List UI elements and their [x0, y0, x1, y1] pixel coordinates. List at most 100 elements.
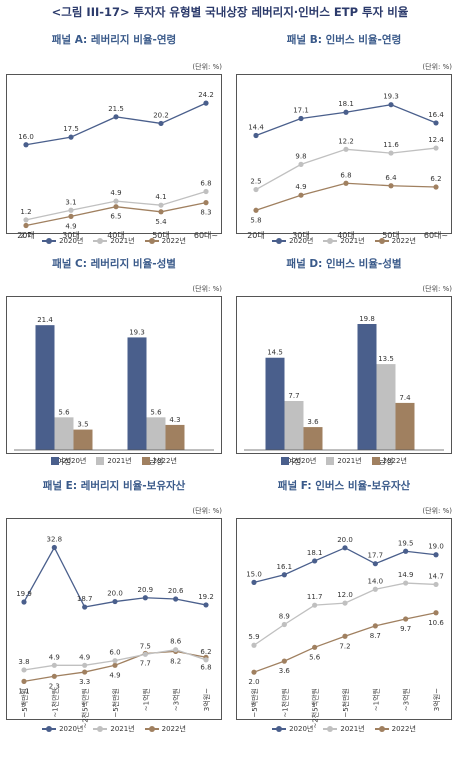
- data-point: [82, 669, 88, 675]
- legend-item: 2022년: [374, 236, 416, 246]
- data-point: [82, 662, 88, 668]
- data-point: [342, 545, 348, 551]
- legend-item: 2021년: [326, 456, 362, 466]
- category-label: 20대: [247, 231, 265, 240]
- legend-swatch: [326, 457, 335, 465]
- data-point: [253, 132, 259, 139]
- figure-title: <그림 III-17> 투자자 유형별 국내상장 레버리지·인버스 ETP 투자…: [51, 5, 409, 19]
- category-label: 20대: [17, 231, 35, 240]
- data-label: 13.5: [378, 355, 394, 363]
- category-label: ~1천만원: [50, 688, 59, 718]
- panel-d-unit: (단위: %): [422, 285, 452, 293]
- legend-label: 2022년: [391, 725, 416, 733]
- data-point: [21, 667, 27, 673]
- legend-swatch: [272, 726, 287, 732]
- data-point: [203, 100, 209, 106]
- legend-swatch: [144, 726, 159, 732]
- data-label: 12.0: [337, 591, 353, 599]
- panel-a-legend: 2020년 2021년 2022년: [2, 236, 226, 246]
- category-label: 40대: [337, 231, 355, 240]
- data-point: [112, 598, 118, 605]
- data-label: 16.1: [277, 563, 293, 571]
- data-point: [388, 102, 394, 108]
- legend-label: 2021년: [110, 237, 135, 245]
- panel-b-title: 패널 B: 인버스 비율-연령: [286, 34, 402, 46]
- data-label: 6.8: [200, 179, 211, 187]
- data-label: 32.8: [47, 536, 63, 544]
- data-label: 2.5: [250, 178, 261, 186]
- data-label: 2.0: [248, 678, 259, 686]
- data-point: [312, 644, 318, 650]
- panel-d-plot: 14.5 7.7 3.6 여성 19.8 13.5 7.4 남성: [244, 315, 444, 466]
- category-label: ~2천5백만원: [311, 688, 320, 729]
- data-point: [343, 180, 349, 186]
- panel-b-legend: 2020년 2021년 2022년: [232, 236, 456, 246]
- panel-e-frame: [6, 518, 222, 720]
- data-label: 3.8: [18, 658, 29, 666]
- data-point: [113, 114, 119, 120]
- data-point: [113, 198, 119, 204]
- data-point: [23, 217, 29, 223]
- data-point: [281, 621, 287, 628]
- legend-swatch: [323, 238, 338, 244]
- category-label: ~3억원: [402, 688, 411, 711]
- bar: [357, 324, 377, 450]
- legend-label: 2020년: [62, 457, 87, 465]
- data-label: 5.9: [248, 633, 259, 641]
- legend-item: 2022년: [141, 456, 177, 466]
- bar: [395, 402, 415, 450]
- data-label: 21.5: [108, 105, 124, 113]
- data-point: [113, 204, 119, 210]
- legend-label: 2022년: [152, 457, 177, 465]
- data-point: [253, 186, 259, 193]
- legend-item: 2020년: [42, 724, 83, 734]
- data-point: [23, 142, 29, 148]
- data-label: 1.1: [18, 687, 29, 695]
- legend-swatch: [93, 238, 108, 244]
- data-point: [142, 651, 148, 657]
- legend-label: 2020년: [59, 725, 84, 733]
- legend-item: 2022년: [144, 236, 186, 246]
- panel-e: 패널 E: 레버리지 비율-보유자산 (단위: %) ~5백만원 ~1천만원 ~2천…: [2, 478, 226, 740]
- data-point: [433, 552, 439, 558]
- panel-f: 패널 F: 인버스 비율-보유자산 (단위: %) ~5백만원 ~1천만원 ~2천5…: [232, 478, 456, 740]
- data-point: [203, 200, 209, 206]
- data-label: 4.9: [65, 222, 76, 230]
- data-point: [433, 120, 439, 126]
- legend-swatch: [281, 457, 290, 465]
- data-point: [51, 673, 57, 679]
- data-point: [298, 192, 304, 198]
- data-label: 14.9: [398, 571, 414, 579]
- data-label: 14.5: [267, 349, 283, 357]
- data-label: 15.0: [246, 570, 262, 578]
- data-point: [281, 658, 287, 664]
- data-label: 5.8: [250, 216, 261, 224]
- data-label: 6.0: [109, 649, 120, 657]
- data-label: 6.2: [430, 175, 441, 183]
- panel-d-title: 패널 D: 인버스 비율-성별: [286, 258, 402, 270]
- legend-label: 2021년: [107, 457, 132, 465]
- legend-label: 2020년: [289, 237, 314, 245]
- legend-item: 2021년: [96, 456, 132, 466]
- data-label: 20.6: [168, 587, 184, 595]
- data-point: [68, 207, 74, 213]
- panel-f-legend: 2020년 2021년 2022년: [232, 724, 456, 734]
- data-point: [158, 120, 164, 127]
- bar: [265, 357, 285, 450]
- category-label: 30대: [62, 231, 80, 240]
- data-point: [173, 647, 179, 653]
- category-label: 남성: [149, 457, 164, 466]
- data-label: 14.4: [248, 123, 264, 131]
- data-label: 8.2: [170, 657, 181, 665]
- data-point: [342, 600, 348, 606]
- panel-e-plot: ~5백만원 ~1천만원 ~2천5백만원 ~5천만원 ~1억원 ~3억원 3억원~ 19.9 32…: [16, 536, 214, 729]
- panel-b-plot: 20대 30대 40대 50대 60대~ 14.4 17.1 18.1 19.3 16.4 2.5 9…: [247, 93, 448, 240]
- data-label: 5.6: [150, 408, 162, 416]
- category-label: 3억원~: [202, 688, 211, 711]
- legend-label: 2020년: [292, 457, 317, 465]
- data-point: [343, 109, 349, 115]
- panel-c: 패널 C: 레버리지 비율-성별 (단위: %) 21.4 5.6 3.5 여성 19.…: [2, 256, 226, 470]
- data-point: [388, 150, 394, 156]
- legend-label: 2020년: [289, 725, 314, 733]
- data-point: [403, 548, 409, 554]
